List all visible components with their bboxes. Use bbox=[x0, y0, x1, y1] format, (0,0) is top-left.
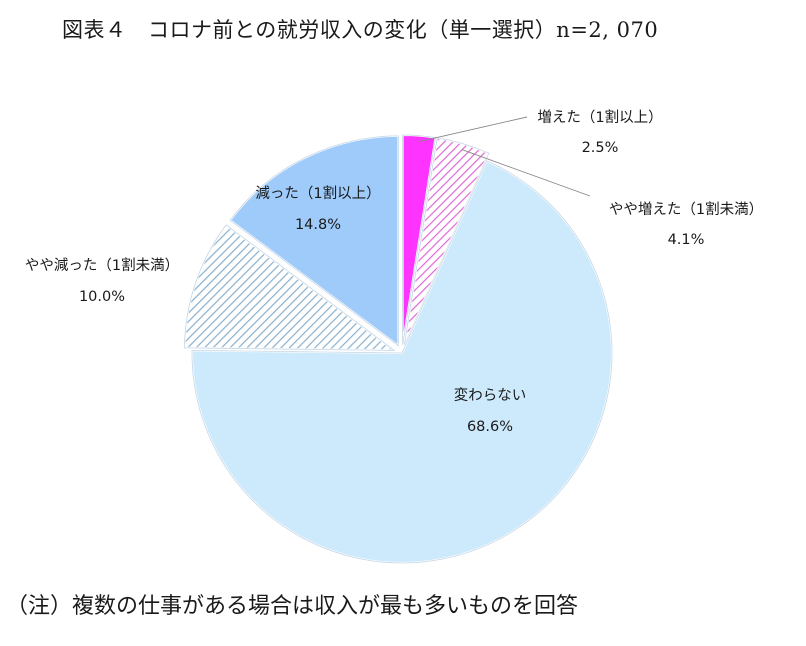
slice-category-label: 変わらない bbox=[454, 387, 527, 404]
chart-note: （注）複数の仕事がある場合は収入が最も多いものを回答 bbox=[6, 594, 579, 619]
slice-slightly-decreased-outline bbox=[184, 224, 396, 351]
slice-category-label: やや増えた（1割未満） bbox=[609, 201, 763, 218]
slice-decreased-10plus-outline bbox=[229, 135, 399, 347]
leader-line bbox=[461, 149, 591, 197]
leader-lines bbox=[418, 116, 591, 197]
slice-value-label: 2.5% bbox=[582, 140, 619, 156]
slice-unchanged-outline bbox=[191, 160, 613, 564]
pie-slices bbox=[183, 134, 613, 564]
slice-value-label: 4.1% bbox=[668, 232, 705, 248]
slice-labels: 増えた（1割以上） 2.5% やや増えた（1割未満） 4.1% 変わらない 68.6% やや… bbox=[25, 109, 763, 435]
slice-value-label: 68.6% bbox=[467, 419, 513, 435]
chart-title: 図表４ コロナ前との就労収入の変化（単一選択）n=2, 070 bbox=[62, 18, 659, 42]
slice-value-label: 14.8% bbox=[295, 217, 341, 233]
slice-slightly-increased-outline bbox=[403, 137, 490, 346]
slice-category-label: やや減った（1割未満） bbox=[25, 257, 179, 274]
slice-category-label: 減った（1割以上） bbox=[255, 185, 380, 202]
slice-category-label: 増えた（1割以上） bbox=[537, 109, 662, 126]
leader-line bbox=[418, 116, 528, 143]
slice-value-label: 10.0% bbox=[79, 289, 125, 305]
